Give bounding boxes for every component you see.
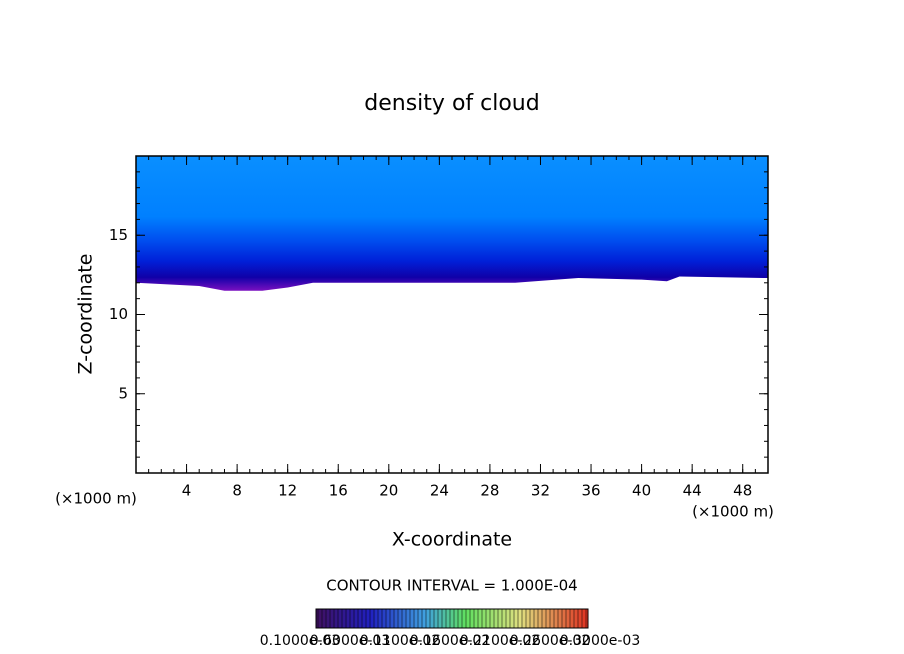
cloud-field	[136, 156, 768, 291]
colorbar-label: 0.6000e-03	[310, 633, 390, 649]
x-unit: (×1000 m)	[692, 503, 774, 521]
colorbar-label: 0.3000e-03	[560, 633, 640, 649]
x-tick-label: 32	[531, 482, 550, 500]
x-tick-label: 28	[480, 482, 499, 500]
contour-note: CONTOUR INTERVAL = 1.000E-04	[326, 577, 577, 595]
y-axis-label: Z-coordinate	[75, 254, 97, 375]
x-tick-label: 4	[182, 482, 192, 500]
x-axis-label: X-coordinate	[392, 529, 512, 551]
x-tick-label: 16	[329, 482, 348, 500]
y-tick-label: 15	[109, 226, 128, 244]
colorbar-label: 0.2100e-02	[460, 633, 540, 649]
colorbar-label: 0.1600e-02	[410, 633, 490, 649]
colorbar-label: 0.1000e-03	[260, 633, 340, 649]
y-tick-label: 10	[109, 305, 128, 323]
x-tick-label: 24	[430, 482, 449, 500]
colorbar-box	[315, 608, 589, 629]
x-tick-label: 40	[632, 482, 651, 500]
x-tick-label: 44	[683, 482, 702, 500]
x-tick-label: 20	[379, 482, 398, 500]
colorbar	[315, 608, 589, 629]
x-tick-label: 36	[581, 482, 600, 500]
x-tick-label: 8	[232, 482, 242, 500]
x-tick-label: 48	[733, 482, 752, 500]
colorbar-label: 0.1100e-02	[360, 633, 440, 649]
colorbar-label: 0.2600e-02	[510, 633, 590, 649]
y-unit: (×1000 m)	[55, 490, 137, 508]
y-tick-label: 5	[118, 384, 128, 402]
chart-title: density of cloud	[364, 91, 539, 116]
x-tick-label: 12	[278, 482, 297, 500]
